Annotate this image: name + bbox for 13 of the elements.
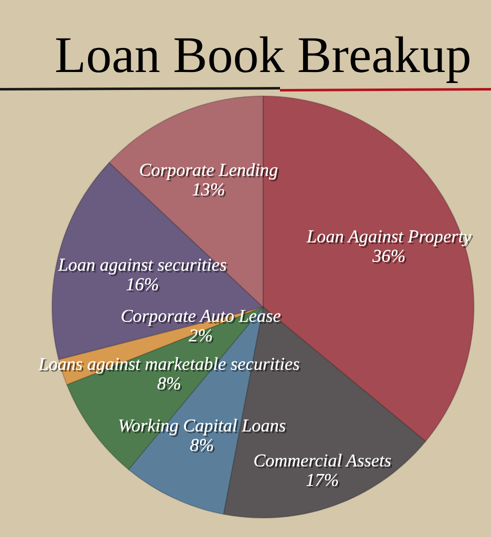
data-label: 8% xyxy=(190,438,215,453)
slice-label: Commercial Assets xyxy=(254,454,392,468)
data-label: 13% xyxy=(192,183,226,198)
data-label: 8% xyxy=(157,377,182,392)
slice-label: Corporate Lending xyxy=(140,163,280,182)
data-label: 36% xyxy=(372,250,406,264)
data-label: 16% xyxy=(126,278,160,292)
data-label: 2% xyxy=(188,329,214,344)
slice-label: Corporate Auto Lease xyxy=(122,310,282,328)
data-label: 17% xyxy=(306,474,340,488)
slice-label: Loan against securities xyxy=(58,258,228,276)
chart-title: Loan Book Breakup xyxy=(56,36,470,83)
slice-label: Working Capital Loans xyxy=(119,418,287,437)
